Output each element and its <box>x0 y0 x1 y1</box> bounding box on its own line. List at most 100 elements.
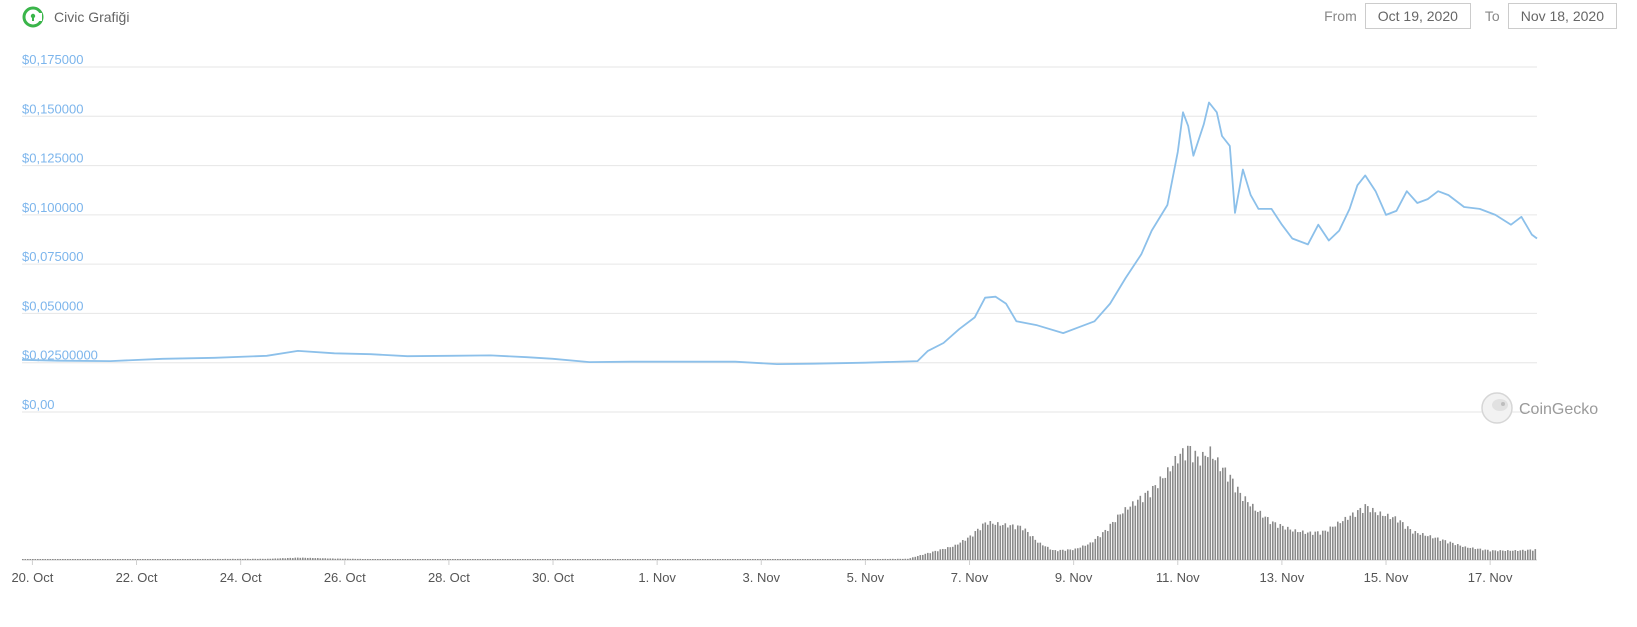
volume-bar <box>1097 536 1099 560</box>
volume-bar <box>844 559 847 560</box>
grid-lines <box>22 66 1537 561</box>
volume-bar <box>1239 492 1242 560</box>
volume-bar <box>1397 522 1399 560</box>
volume-bar <box>472 559 474 560</box>
volume-bar <box>392 559 394 560</box>
volume-bar <box>832 559 834 560</box>
volume-bar <box>1122 513 1124 560</box>
civic-logo-icon <box>22 6 44 28</box>
volume-bar <box>1504 550 1507 560</box>
volume-bar <box>1387 513 1389 560</box>
volume-bar <box>262 558 264 560</box>
volume-bar <box>1182 448 1184 560</box>
volume-bar <box>1407 526 1409 560</box>
volume-bar <box>257 558 259 560</box>
volume-bar <box>517 559 519 560</box>
volume-bar <box>477 559 479 560</box>
volume-bar <box>1079 547 1082 560</box>
volume-bar <box>1052 550 1054 560</box>
volume-bar <box>227 558 229 560</box>
volume-bar <box>154 559 157 560</box>
volume-bar <box>49 559 52 560</box>
x-tick-label: 26. Oct <box>324 570 366 585</box>
volume-bar <box>209 558 212 560</box>
volume-bar <box>874 559 877 560</box>
volume-bar <box>557 559 559 560</box>
volume-bar <box>807 559 809 560</box>
volume-bar <box>559 559 562 560</box>
to-date-input[interactable]: Nov 18, 2020 <box>1507 3 1617 29</box>
volume-bar <box>1344 516 1347 560</box>
volume-bar <box>199 559 202 560</box>
volume-bar <box>39 559 42 560</box>
volume-bar <box>1224 467 1227 560</box>
volume-bar <box>579 559 582 560</box>
volume-bar <box>1419 534 1422 560</box>
volume-bar <box>604 559 607 560</box>
volume-bar <box>1294 529 1297 560</box>
volume-bar <box>34 559 37 560</box>
volume-bar <box>707 559 709 560</box>
volume-bar <box>139 559 142 560</box>
volume-bar <box>1462 546 1464 560</box>
volume-bar <box>219 558 222 560</box>
x-tick-label: 17. Nov <box>1468 570 1513 585</box>
volume-bar <box>59 559 62 560</box>
volume-bar <box>804 559 807 560</box>
volume-bar <box>957 544 959 560</box>
volume-bar <box>1012 524 1014 560</box>
volume-bar <box>72 559 74 560</box>
volume-bar <box>684 559 687 560</box>
volume-bar <box>289 557 292 560</box>
volume-bar <box>1417 533 1419 560</box>
volume-bar <box>1019 525 1022 560</box>
volume-bar <box>452 559 454 560</box>
volume-bar <box>567 559 569 560</box>
volume-bar <box>1487 549 1489 560</box>
volume-bar <box>542 559 544 560</box>
volume-bar <box>1119 514 1122 560</box>
volume-bar <box>1412 533 1414 560</box>
volume-bar <box>1442 539 1444 560</box>
volume-bar <box>469 559 472 560</box>
volume-bar <box>369 559 372 560</box>
volume-bar <box>84 559 87 560</box>
volume-bar <box>1179 453 1182 560</box>
volume-bar <box>554 559 557 560</box>
volume-bar <box>294 557 297 560</box>
volume-bar <box>1509 550 1512 560</box>
volume-bar <box>864 559 867 560</box>
volume-bar <box>952 546 954 560</box>
volume-bar <box>687 559 689 560</box>
volume-bar <box>1044 546 1047 560</box>
volume-bar <box>394 559 397 560</box>
volume-bar <box>247 558 249 560</box>
volume-bar <box>854 559 857 560</box>
volume-bar <box>849 559 852 560</box>
volume-bar <box>892 558 894 560</box>
volume-bar <box>89 559 92 560</box>
volume-bar <box>1067 549 1069 560</box>
volume-bar <box>1107 531 1109 560</box>
volume-bar <box>1434 537 1437 560</box>
volume-bar <box>1032 536 1034 560</box>
volume-bar <box>1289 529 1292 560</box>
volume-bar <box>267 558 269 560</box>
chart-header: Civic Grafiği <box>22 6 129 28</box>
volume-bar <box>869 558 872 560</box>
volume-bar <box>479 559 482 560</box>
volume-bar <box>512 559 514 560</box>
volume-bar <box>1414 531 1417 560</box>
volume-bar <box>617 559 619 560</box>
volume-bars <box>22 445 1537 560</box>
volume-bar <box>969 535 972 560</box>
volume-bar <box>1339 523 1342 560</box>
from-date-input[interactable]: Oct 19, 2020 <box>1364 3 1471 29</box>
volume-bar <box>1139 495 1142 560</box>
volume-bar <box>994 524 997 560</box>
volume-bar <box>744 559 747 560</box>
volume-bar <box>954 544 957 560</box>
volume-bar <box>407 559 409 560</box>
volume-bar <box>1322 530 1324 560</box>
